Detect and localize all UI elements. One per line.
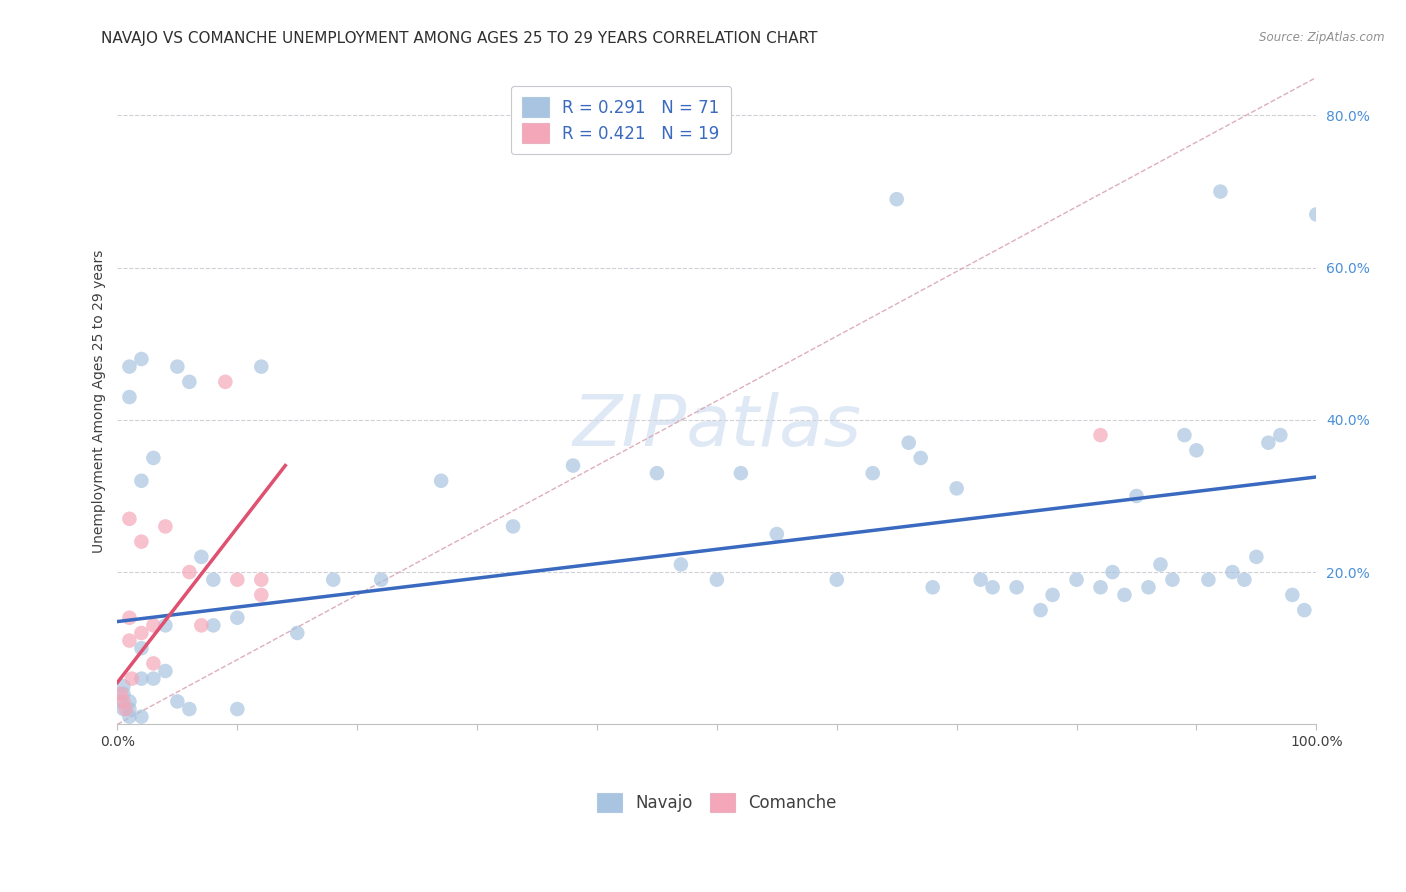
Point: [669, 558, 692, 572]
Point: [285, 626, 308, 640]
Point: [1005, 580, 1028, 594]
Point: [131, 641, 153, 656]
Point: [1090, 428, 1112, 442]
Point: [155, 519, 177, 533]
Point: [706, 573, 728, 587]
Point: [131, 709, 153, 723]
Point: [1246, 549, 1268, 564]
Point: [110, 694, 132, 708]
Point: [226, 611, 249, 625]
Point: [110, 687, 132, 701]
Point: [166, 359, 188, 374]
Text: Source: ZipAtlas.com: Source: ZipAtlas.com: [1260, 31, 1385, 45]
Point: [118, 702, 141, 716]
Point: [1101, 565, 1123, 579]
Point: [118, 694, 141, 708]
Text: ZIPatlas: ZIPatlas: [572, 392, 862, 461]
Point: [645, 466, 668, 480]
Point: [226, 702, 249, 716]
Point: [1029, 603, 1052, 617]
Point: [981, 580, 1004, 594]
Point: [131, 474, 153, 488]
Point: [862, 466, 884, 480]
Point: [1137, 580, 1160, 594]
Point: [121, 672, 143, 686]
Point: [142, 672, 165, 686]
Point: [1209, 185, 1232, 199]
Point: [202, 618, 225, 632]
Point: [250, 588, 273, 602]
Y-axis label: Unemployment Among Ages 25 to 29 years: Unemployment Among Ages 25 to 29 years: [93, 249, 107, 552]
Point: [945, 482, 967, 496]
Point: [112, 679, 135, 693]
Point: [1222, 565, 1244, 579]
Point: [1114, 588, 1136, 602]
Point: [226, 573, 249, 587]
Point: [562, 458, 585, 473]
Point: [1197, 573, 1219, 587]
Point: [1149, 558, 1171, 572]
Point: [118, 611, 141, 625]
Point: [1270, 428, 1292, 442]
Point: [430, 474, 453, 488]
Point: [112, 702, 135, 716]
Point: [214, 375, 236, 389]
Point: [250, 359, 273, 374]
Point: [1161, 573, 1184, 587]
Legend: Navajo, Comanche: Navajo, Comanche: [589, 784, 845, 821]
Point: [166, 694, 188, 708]
Point: [112, 687, 135, 701]
Point: [886, 192, 908, 206]
Point: [921, 580, 943, 594]
Point: [142, 657, 165, 671]
Point: [370, 573, 392, 587]
Text: NAVAJO VS COMANCHE UNEMPLOYMENT AMONG AGES 25 TO 29 YEARS CORRELATION CHART: NAVAJO VS COMANCHE UNEMPLOYMENT AMONG AG…: [101, 31, 818, 46]
Point: [1233, 573, 1256, 587]
Point: [202, 573, 225, 587]
Point: [155, 664, 177, 678]
Point: [1185, 443, 1208, 458]
Point: [142, 450, 165, 465]
Point: [1066, 573, 1088, 587]
Point: [969, 573, 991, 587]
Point: [910, 450, 932, 465]
Point: [155, 618, 177, 632]
Point: [179, 565, 201, 579]
Point: [179, 375, 201, 389]
Point: [112, 694, 135, 708]
Point: [502, 519, 524, 533]
Point: [730, 466, 752, 480]
Point: [190, 549, 212, 564]
Point: [131, 626, 153, 640]
Point: [118, 390, 141, 404]
Point: [766, 527, 789, 541]
Point: [118, 633, 141, 648]
Point: [114, 702, 136, 716]
Point: [142, 618, 165, 632]
Point: [1281, 588, 1303, 602]
Point: [1090, 580, 1112, 594]
Point: [118, 709, 141, 723]
Point: [1257, 435, 1279, 450]
Point: [179, 702, 201, 716]
Point: [322, 573, 344, 587]
Point: [118, 512, 141, 526]
Point: [1294, 603, 1316, 617]
Point: [118, 359, 141, 374]
Point: [1125, 489, 1147, 503]
Point: [190, 618, 212, 632]
Point: [250, 573, 273, 587]
Point: [1042, 588, 1064, 602]
Point: [131, 351, 153, 366]
Point: [1173, 428, 1195, 442]
Point: [1305, 207, 1327, 221]
Point: [131, 534, 153, 549]
Point: [131, 672, 153, 686]
Point: [897, 435, 920, 450]
Point: [825, 573, 848, 587]
